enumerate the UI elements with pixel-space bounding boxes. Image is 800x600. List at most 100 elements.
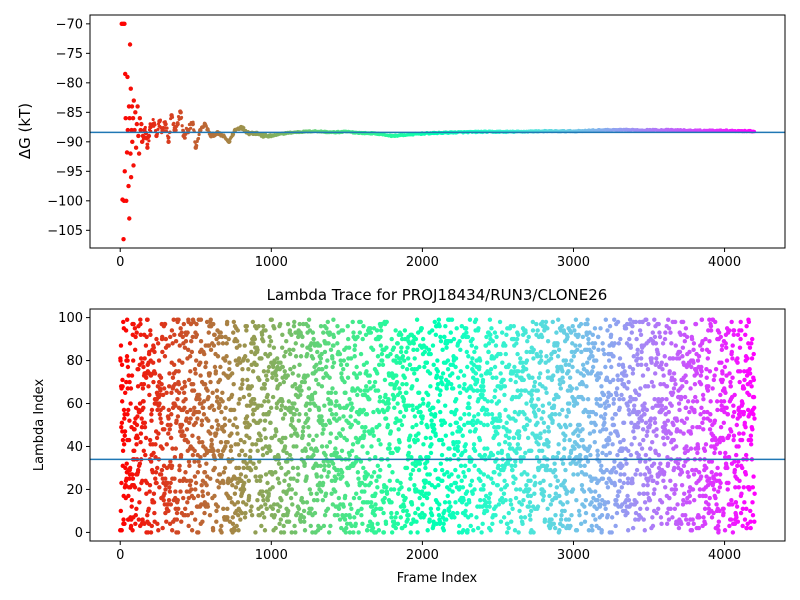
lambda-point	[302, 461, 307, 466]
lambda-point	[212, 493, 217, 499]
lambda-point	[552, 467, 558, 473]
lambda-point	[182, 384, 188, 389]
lambda-point	[630, 371, 636, 376]
lambda-point	[320, 418, 325, 423]
lambda-point	[407, 444, 412, 449]
lambda-point	[625, 386, 630, 391]
lambda-point	[654, 510, 659, 516]
lambda-point	[565, 500, 570, 505]
lambda-point	[311, 336, 316, 342]
lambda-point	[411, 341, 416, 346]
lambda-point	[237, 343, 242, 348]
lambda-point	[659, 521, 664, 527]
lambda-point	[253, 442, 259, 447]
lambda-point	[249, 504, 254, 509]
lambda-point	[176, 390, 182, 395]
lambda-point	[691, 360, 696, 365]
lambda-point	[453, 480, 459, 486]
lambda-point	[189, 487, 194, 492]
lambda-point	[664, 362, 669, 368]
lambda-point	[635, 347, 640, 353]
lambda-point	[125, 364, 131, 370]
lambda-point	[239, 386, 244, 391]
lambda-point	[338, 362, 344, 368]
lambda-point	[577, 422, 582, 428]
lambda-point	[527, 500, 533, 505]
lambda-point	[256, 323, 261, 329]
lambda-point	[322, 349, 328, 355]
lambda-point	[310, 356, 316, 361]
lambda-point	[306, 442, 311, 447]
lambda-point	[132, 448, 137, 453]
lambda-point	[643, 420, 649, 426]
lambda-point	[119, 420, 125, 426]
lambda-point	[371, 470, 377, 475]
lambda-point	[417, 364, 422, 370]
lambda-point	[431, 422, 437, 428]
lambda-point	[304, 401, 310, 406]
lambda-point	[220, 399, 225, 404]
lambda-point	[675, 461, 681, 466]
lambda-point	[325, 459, 331, 464]
lambda-point	[220, 341, 226, 346]
delta-g-point	[137, 116, 143, 121]
lambda-point	[679, 394, 684, 400]
lambda-point	[415, 506, 421, 511]
lambda-point	[535, 504, 541, 509]
lambda-point	[123, 328, 129, 333]
lambda-point	[146, 384, 151, 389]
lambda-point	[336, 472, 341, 477]
lambda-point	[529, 448, 534, 453]
lambda-point	[440, 347, 445, 353]
lambda-point	[246, 366, 251, 372]
delta-g-point	[136, 133, 141, 139]
lambda-point	[642, 500, 648, 505]
lambda-point	[627, 364, 633, 370]
lambda-point	[560, 407, 565, 413]
lambda-point	[458, 416, 463, 421]
lambda-point	[262, 386, 267, 391]
lambda-point	[524, 482, 529, 488]
delta-g-point	[146, 142, 150, 146]
lambda-point	[287, 452, 293, 458]
lambda-point	[604, 452, 609, 458]
lambda-point	[119, 362, 125, 368]
lambda-point	[294, 444, 299, 449]
lambda-point	[211, 448, 216, 453]
lambda-point	[260, 446, 265, 451]
lambda-point	[602, 500, 608, 505]
lambda-point	[688, 446, 694, 451]
delta-g-point	[175, 124, 179, 128]
lambda-point	[169, 390, 174, 395]
lambda-point	[395, 478, 400, 484]
lambda-point	[493, 504, 498, 509]
lambda-point	[517, 409, 522, 415]
lambda-point	[333, 403, 338, 408]
lambda-point	[286, 482, 292, 488]
lambda-point	[319, 474, 324, 479]
lambda-point	[643, 452, 649, 458]
lambda-point	[453, 364, 458, 370]
lambda-point	[249, 349, 254, 355]
lambda-point	[385, 422, 391, 428]
lambda-point	[404, 465, 410, 471]
lambda-point	[593, 422, 598, 428]
lambda-point	[453, 467, 458, 473]
lambda-point	[307, 401, 313, 406]
lambda-point	[328, 523, 333, 529]
lambda-point	[155, 407, 160, 413]
lambda-point	[220, 390, 225, 395]
lambda-point	[358, 351, 364, 357]
lambda-point	[639, 446, 645, 451]
lambda-point	[636, 409, 642, 415]
lambda-point	[172, 476, 177, 481]
lambda-point	[439, 452, 445, 458]
delta-g-point	[191, 120, 195, 124]
lambda-point	[507, 429, 512, 434]
lambda-point	[201, 399, 207, 404]
lambda-point	[533, 480, 538, 486]
lambda-point	[680, 384, 685, 389]
lambda-point	[134, 330, 139, 335]
lambda-point	[241, 394, 247, 400]
lambda-point	[660, 341, 666, 346]
